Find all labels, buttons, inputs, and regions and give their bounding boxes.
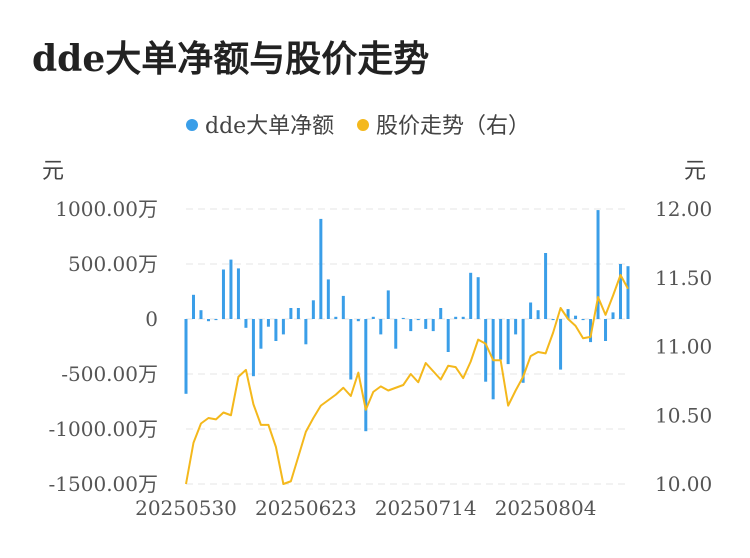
bar [191,294,195,319]
legend-bar-label[interactable]: dde大单净额 [205,114,334,139]
bar [529,302,533,319]
bar [461,316,465,319]
left-axis-ticks: 1000.00万 500.00万 0 -500.00万 -1000.00万 -1500.0… [49,197,158,496]
bar [319,218,323,319]
left-tick-label: -1500.00万 [49,472,158,496]
bar [229,259,233,319]
bar [356,319,360,322]
bar [259,319,263,349]
bar [514,319,518,335]
bar [454,316,458,319]
price-line [185,274,629,485]
bar [439,308,443,319]
bar [536,310,540,319]
bar [574,315,578,319]
bar [266,319,270,327]
bar [431,319,435,332]
chart-title: dde大单净额与股价走势 [32,38,430,80]
x-tick-label: 20250623 [255,496,357,520]
bar [371,316,375,319]
bar [341,295,345,319]
bar [251,319,255,377]
bar [244,319,248,328]
bar [581,319,585,321]
bar [289,308,293,319]
bar [484,319,488,382]
bar [566,309,570,319]
left-tick-label: 500.00万 [68,252,158,276]
bar [236,268,240,319]
bar [424,319,428,329]
bar [619,264,623,319]
left-tick-label: -500.00万 [61,362,158,386]
bar [469,272,473,319]
right-axis-ticks: 12.00 11.50 11.00 10.50 10.00 [655,197,712,496]
bar [206,319,210,322]
legend-line-label[interactable]: 股价走势（右） [376,114,530,139]
bar-series [184,210,630,432]
bar [379,319,383,335]
bar [296,308,300,319]
bar [386,290,390,319]
bar [334,316,338,319]
bar [589,319,593,343]
left-tick-label: 1000.00万 [55,197,158,221]
bar [544,253,548,319]
right-tick-label: 11.00 [655,335,712,359]
x-tick-label: 20250804 [495,496,597,520]
bar [394,319,398,349]
legend-bar-marker[interactable] [186,119,198,131]
left-tick-label: -1000.00万 [49,417,158,441]
bar [596,210,600,319]
bar [559,319,563,370]
bar [401,317,405,319]
bar [416,319,420,321]
right-tick-label: 10.00 [655,472,712,496]
bar [221,269,225,319]
bar [551,319,555,321]
bar [214,319,218,321]
legend-line-marker[interactable] [357,119,369,131]
right-axis-unit: 元 [684,159,706,184]
bar [311,300,315,319]
bar [349,319,353,380]
line-series [185,274,629,485]
bar [274,319,278,341]
right-tick-label: 12.00 [655,197,712,221]
bar [626,266,630,319]
x-axis-ticks: 20250530 20250623 20250714 20250804 [135,496,596,520]
bar [499,319,503,360]
bar [281,319,285,335]
bar [409,319,413,332]
bar [446,319,450,352]
bar [364,319,368,432]
bar [304,319,308,345]
left-tick-label: 0 [145,307,158,331]
bar [476,277,480,319]
bar [604,319,608,341]
x-tick-label: 20250530 [135,496,237,520]
left-axis-unit: 元 [42,159,64,184]
bar [611,312,615,319]
right-tick-label: 11.50 [655,266,712,290]
x-tick-label: 20250714 [375,496,477,520]
bar [326,279,330,319]
bar [184,319,188,394]
right-tick-label: 10.50 [655,403,712,427]
bar [521,319,525,383]
bar [506,319,510,365]
bar [199,310,203,319]
